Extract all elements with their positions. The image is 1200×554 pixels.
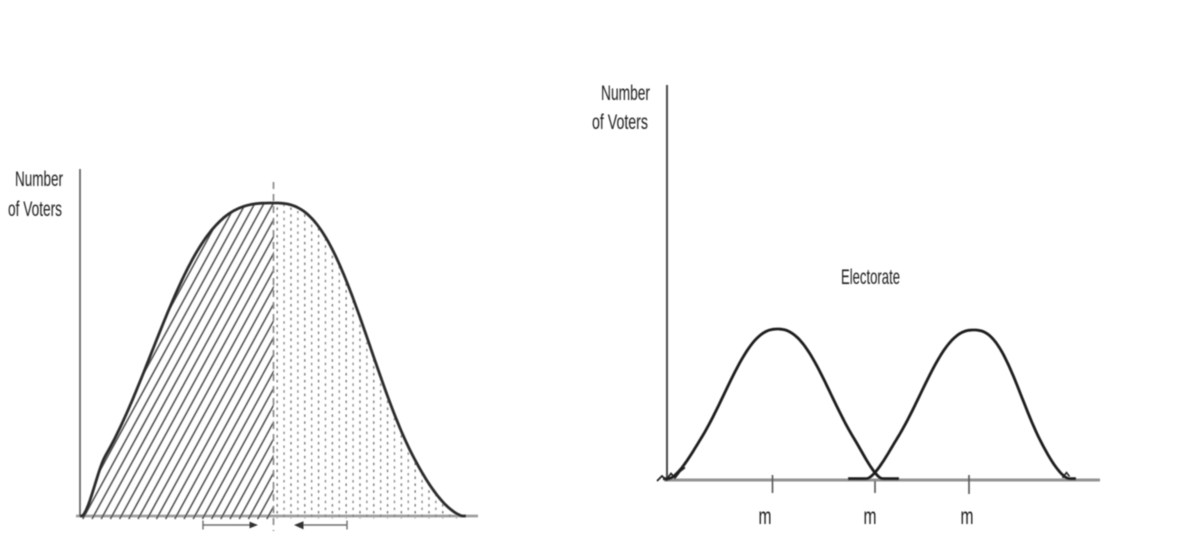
svg-text:m: m [759, 503, 772, 529]
svg-text:m: m [864, 503, 877, 529]
svg-text:m: m [961, 503, 974, 529]
svg-text:Number: Number [601, 82, 650, 105]
svg-text:Number: Number [15, 168, 63, 191]
svg-text:of Voters: of Voters [8, 198, 62, 221]
svg-text:of Voters: of Voters [592, 111, 648, 134]
svg-text:Electorate: Electorate [841, 266, 900, 289]
